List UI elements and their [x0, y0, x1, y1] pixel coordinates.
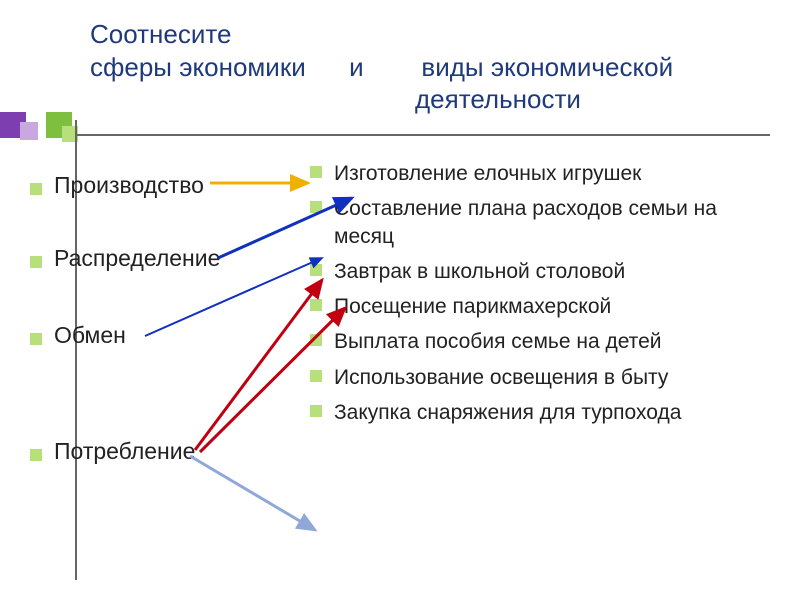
right-item: Посещение парикмахерской: [310, 293, 780, 320]
title-line-2: сферы экономики и виды экономической: [90, 51, 770, 84]
left-item-label: Производство: [54, 172, 204, 199]
right-item-label: Составление плана расходов семьи на меся…: [334, 195, 780, 250]
right-item-label: Завтрак в школьной столовой: [334, 258, 625, 285]
title-line-3: деятельности: [90, 83, 770, 116]
left-item: Потребление: [30, 438, 195, 465]
title-right: виды экономической: [421, 52, 673, 82]
right-item: Закупка снаряжения для турпохода: [310, 399, 780, 426]
bullet-icon: [30, 449, 42, 461]
title-line-1: Соотнесите: [90, 18, 770, 51]
left-item: Распределение: [30, 245, 220, 272]
decor-square: [20, 122, 38, 140]
bullet-icon: [30, 256, 42, 268]
left-item: Обмен: [30, 322, 126, 349]
title-block: Соотнесите сферы экономики и виды эконом…: [90, 18, 770, 116]
bullet-icon: [310, 299, 322, 311]
bullet-icon: [30, 183, 42, 195]
bullet-icon: [310, 166, 322, 178]
right-item: Завтрак в школьной столовой: [310, 258, 780, 285]
bullet-icon: [310, 264, 322, 276]
right-item-label: Посещение парикмахерской: [334, 293, 611, 320]
right-item: Составление плана расходов семьи на меся…: [310, 195, 780, 250]
right-item: Использование освещения в быту: [310, 364, 780, 391]
bullet-icon: [310, 370, 322, 382]
bullet-icon: [30, 333, 42, 345]
bullet-icon: [310, 201, 322, 213]
connector-arrow: [195, 280, 322, 450]
right-item: Выплата пособия семье на детей: [310, 328, 780, 355]
horizontal-rule: [75, 134, 770, 136]
title-sep: и: [349, 52, 364, 82]
left-item-label: Обмен: [54, 322, 126, 349]
right-item-label: Выплата пособия семье на детей: [334, 328, 661, 355]
right-item-label: Закупка снаряжения для турпохода: [334, 399, 681, 426]
bullet-icon: [310, 405, 322, 417]
left-item-label: Потребление: [54, 438, 195, 465]
left-item-label: Распределение: [54, 245, 220, 272]
right-item: Изготовление елочных игрушек: [310, 160, 780, 187]
left-item: Производство: [30, 172, 204, 199]
right-item-label: Использование освещения в быту: [334, 364, 668, 391]
right-item-label: Изготовление елочных игрушек: [334, 160, 641, 187]
title-left: сферы экономики: [90, 52, 306, 82]
right-column: Изготовление елочных игрушек Составление …: [310, 160, 780, 434]
bullet-icon: [310, 334, 322, 346]
connector-arrow: [190, 456, 315, 530]
